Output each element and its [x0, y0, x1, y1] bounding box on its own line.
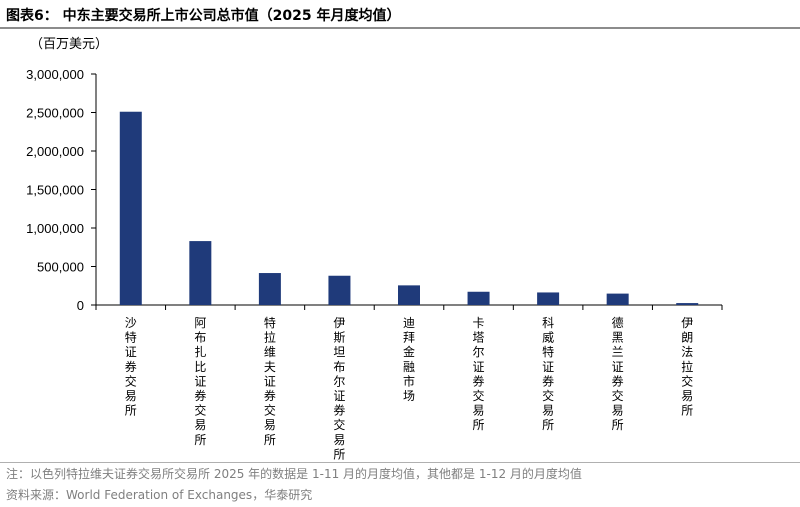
x-category-label: 卡塔尔证券交易所: [473, 316, 485, 432]
figure-title: 图表6： 中东主要交易所上市公司总市值（2025 年月度均值）: [6, 8, 401, 24]
bar: [258, 273, 281, 305]
x-category-label: 伊朗法拉交易所: [681, 316, 693, 418]
bar: [119, 111, 142, 305]
unit-label: （百万美元）: [30, 37, 109, 52]
source-note: 资料来源：World Federation of Exchanges，华泰研究: [6, 488, 313, 502]
bar: [467, 291, 490, 305]
bar: [398, 285, 420, 305]
footer-rule: [0, 462, 800, 463]
figure-header: 图表6： 中东主要交易所上市公司总市值（2025 年月度均值）: [0, 0, 800, 29]
x-category-label: 伊斯坦布尔证券交易所: [333, 316, 345, 460]
y-tick-label: 0: [77, 298, 84, 313]
x-category-label: 迪拜金融市场: [403, 316, 415, 403]
footnote: 注：以色列特拉维夫证券交易所交易所 2025 年的数据是 1-11 月的月度均值…: [6, 467, 582, 481]
y-tick-label: 2,500,000: [26, 106, 84, 121]
x-category-label: 阿布扎比证券交易所: [194, 316, 206, 447]
bar: [189, 241, 212, 305]
y-tick-label: 500,000: [37, 260, 84, 275]
x-category-label: 科威特证券交易所: [542, 316, 554, 432]
bar: [606, 293, 629, 305]
x-category-label: 德黑兰证券交易所: [612, 315, 624, 432]
bar: [328, 275, 351, 305]
x-category-label: 沙特证券交易所: [125, 316, 137, 418]
y-tick-label: 1,000,000: [26, 221, 84, 236]
x-category-label: 特拉维夫证券交易所: [264, 315, 276, 447]
y-tick-label: 3,000,000: [26, 67, 84, 82]
bar: [676, 303, 699, 305]
bar-chart: 0 500,000 1,000,000 1,500,000 2,000,000 2,500…: [26, 67, 723, 460]
bar: [537, 292, 560, 305]
header-rule: [0, 27, 800, 29]
y-tick-label: 1,500,000: [26, 183, 84, 198]
y-tick-label: 2,000,000: [26, 144, 84, 159]
